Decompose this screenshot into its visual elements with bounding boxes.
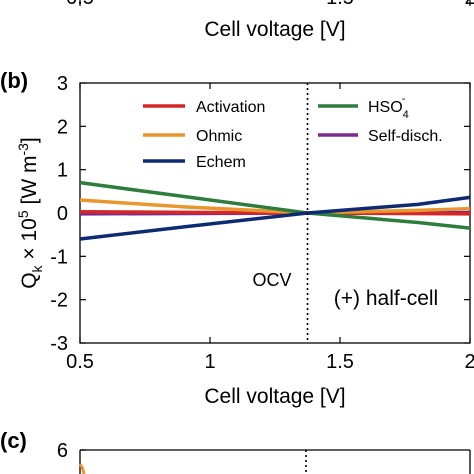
panel-b-label: (b) <box>0 68 28 93</box>
x-tick-label-0: 0.5 <box>66 351 94 373</box>
y-tick-label-2: -1 <box>50 246 68 268</box>
panel-b: (b) 0.5 1 1.5 2 -3 -2 -1 0 1 2 3 OCV (+) half-cell… <box>0 68 474 408</box>
half-cell-annotation: (+) half-cell <box>334 287 438 310</box>
panel-b-ylabel: Qk × 105 [W m-3] <box>15 137 45 289</box>
panel-c-label: (c) <box>0 428 27 453</box>
y-tick-label-3: 0 <box>57 203 68 225</box>
panel-b-series <box>79 180 471 241</box>
ocv-annotation: OCV <box>252 270 291 290</box>
top-xlabel: Cell voltage [V] <box>204 18 345 41</box>
top-tick-label-1: 1.5 <box>326 0 354 9</box>
panel-c-ytick-label: 6 <box>57 440 68 462</box>
legend-label-echem: Echem <box>196 154 246 171</box>
x-tick-label-1: 1 <box>204 351 215 373</box>
top-tick-label-0: 0.5 <box>66 0 94 9</box>
panel-b-legend: Activation Ohmic Echem HSO4- Self-disch. <box>143 93 443 171</box>
y-tick-label-4: 1 <box>57 160 68 182</box>
x-tick-label-3: 2 <box>464 351 474 373</box>
legend-label-activation: Activation <box>196 99 265 116</box>
y-tick-label-0: -3 <box>50 333 68 355</box>
panel-b-xlabel: Cell voltage [V] <box>204 385 345 408</box>
legend-label-hso4: HSO4- <box>368 93 409 121</box>
panel-c: (c) 6 <box>0 428 471 474</box>
y-tick-label-1: -2 <box>50 290 68 312</box>
y-tick-label-6: 3 <box>57 73 68 95</box>
legend-label-self-disch: Self-disch. <box>368 128 443 145</box>
top-tick-label-2: 2 <box>464 0 474 9</box>
y-tick-label-5: 2 <box>57 116 68 138</box>
top-fragment: 0.5 1.5 2 Cell voltage [V] <box>66 0 474 41</box>
legend-label-ohmic: Ohmic <box>196 128 242 145</box>
panel-c-series-ohmic <box>78 463 86 474</box>
x-tick-label-2: 1.5 <box>326 351 354 373</box>
